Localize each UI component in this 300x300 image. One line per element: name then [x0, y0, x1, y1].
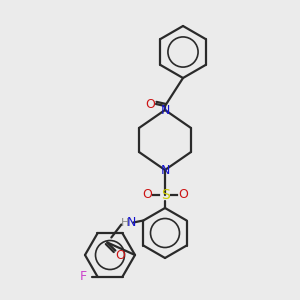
- Text: F: F: [80, 270, 87, 283]
- Text: S: S: [160, 188, 169, 202]
- Text: O: O: [145, 98, 155, 110]
- Text: O: O: [178, 188, 188, 202]
- Text: O: O: [116, 249, 125, 262]
- Text: H: H: [121, 218, 130, 227]
- Text: O: O: [142, 188, 152, 202]
- Text: N: N: [127, 216, 136, 229]
- Text: N: N: [160, 164, 170, 176]
- Text: N: N: [160, 103, 170, 116]
